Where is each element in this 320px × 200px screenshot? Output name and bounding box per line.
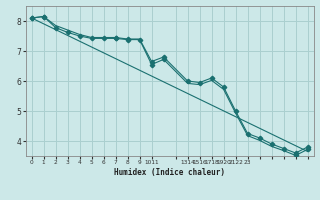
X-axis label: Humidex (Indice chaleur): Humidex (Indice chaleur) (114, 168, 225, 177)
